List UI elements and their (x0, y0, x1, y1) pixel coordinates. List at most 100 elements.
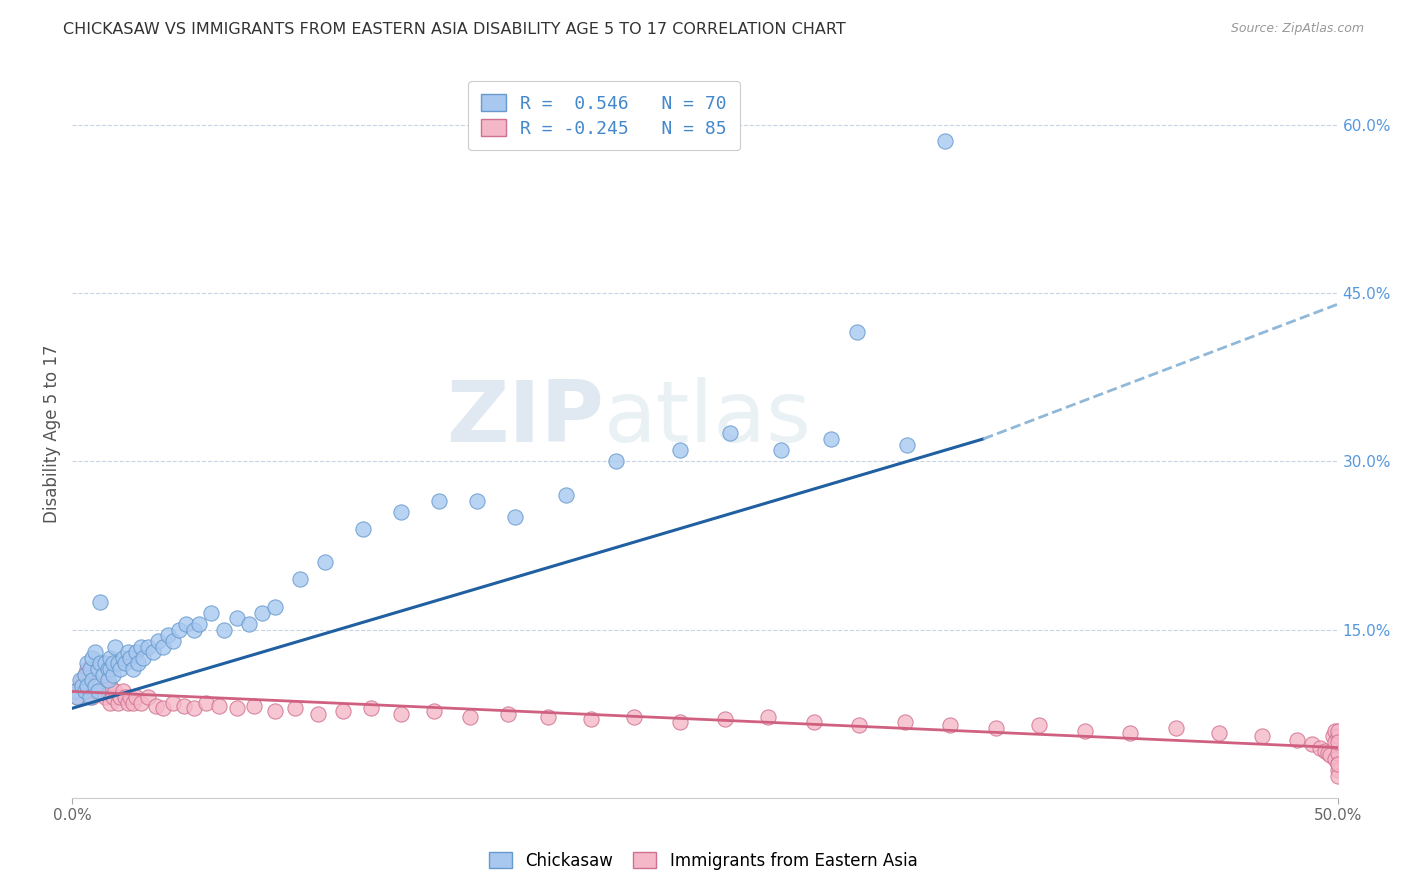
Point (1286, 732, 1309, 747)
Point (1313, 744, 1336, 758)
Point (86, 662, 108, 676)
Point (1326, 735, 1348, 749)
Point (101, 690, 124, 704)
Point (1326, 729, 1348, 743)
Point (1319, 748, 1341, 763)
Point (120, 650, 142, 665)
Point (605, 454, 627, 468)
Point (465, 493, 488, 508)
Point (73, 667, 96, 681)
Point (714, 713, 737, 727)
Point (114, 690, 136, 704)
Point (79, 662, 101, 676)
Point (84, 679, 107, 693)
Point (117, 645, 139, 659)
Point (423, 704, 446, 718)
Point (896, 437, 918, 451)
Point (1326, 746, 1348, 760)
Point (332, 704, 354, 718)
Point (104, 684, 127, 698)
Point (91, 679, 114, 693)
Point (69, 673, 91, 688)
Point (238, 617, 260, 632)
Point (1309, 740, 1331, 755)
Point (82, 650, 104, 665)
Point (136, 640, 159, 654)
Point (225, 701, 247, 715)
Point (94, 690, 117, 704)
Point (63, 684, 86, 698)
Point (76, 679, 98, 693)
Point (352, 522, 374, 536)
Point (537, 710, 560, 724)
Point (76, 657, 98, 671)
Point (1301, 737, 1323, 751)
Point (1250, 729, 1272, 743)
Point (129, 640, 152, 654)
Point (72, 673, 94, 688)
Point (124, 690, 146, 704)
Point (76, 662, 98, 676)
Point (389, 706, 412, 721)
Point (122, 662, 145, 676)
Point (389, 505, 412, 519)
Point (110, 662, 132, 676)
Point (145, 699, 167, 714)
Point (66, 690, 89, 704)
Point (82, 673, 104, 688)
Point (76, 679, 98, 693)
Text: ZIP: ZIP (446, 377, 603, 460)
Point (114, 657, 136, 671)
Point (107, 696, 129, 710)
Point (97, 684, 120, 698)
Y-axis label: Disability Age 5 to 17: Disability Age 5 to 17 (44, 344, 60, 523)
Point (98, 696, 121, 710)
Point (195, 696, 218, 710)
Point (98, 679, 121, 693)
Point (1324, 735, 1347, 749)
Point (122, 696, 145, 710)
Point (157, 628, 180, 642)
Point (162, 696, 184, 710)
Point (66, 690, 89, 704)
Point (94, 657, 117, 671)
Point (183, 701, 205, 715)
Point (1208, 726, 1230, 740)
Point (152, 701, 174, 715)
Point (503, 510, 526, 524)
Point (284, 701, 307, 715)
Point (496, 706, 519, 721)
Legend: R =  0.546   N = 70, R = -0.245   N = 85: R = 0.546 N = 70, R = -0.245 N = 85 (468, 81, 740, 151)
Point (152, 640, 174, 654)
Point (820, 432, 842, 446)
Point (73, 684, 96, 698)
Point (110, 690, 132, 704)
Point (120, 690, 142, 704)
Point (208, 699, 231, 714)
Point (984, 722, 1007, 736)
Point (89, 684, 111, 698)
Legend: Chickasaw, Immigrants from Eastern Asia: Chickasaw, Immigrants from Eastern Asia (482, 846, 924, 877)
Text: atlas: atlas (603, 377, 811, 460)
Point (79, 690, 101, 704)
Point (127, 657, 149, 671)
Point (1164, 722, 1187, 736)
Point (314, 555, 336, 569)
Point (101, 657, 124, 671)
Point (183, 623, 205, 637)
Point (162, 634, 184, 648)
Point (86, 684, 108, 698)
Point (1073, 723, 1095, 738)
Point (243, 699, 266, 714)
Point (111, 684, 134, 698)
Point (73, 684, 96, 698)
Point (132, 650, 155, 665)
Point (1326, 757, 1348, 772)
Point (111, 650, 134, 665)
Point (79, 662, 101, 676)
Point (623, 710, 645, 724)
Point (848, 718, 870, 732)
Point (63, 684, 86, 698)
Point (1324, 723, 1347, 738)
Point (97, 673, 120, 688)
